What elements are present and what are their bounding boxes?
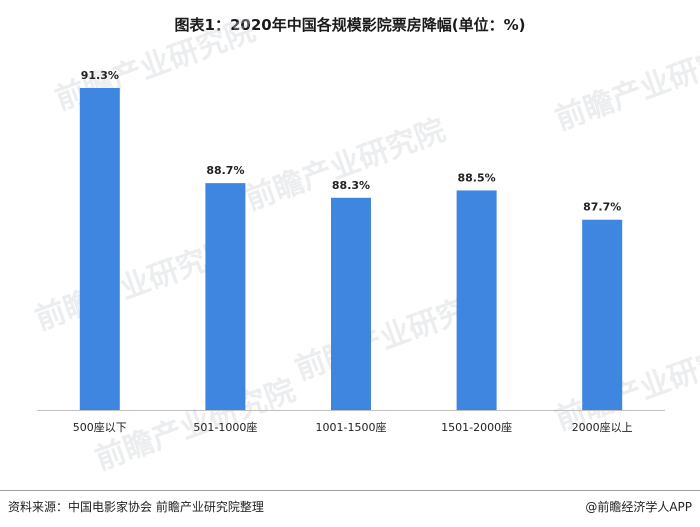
category-label-1: 500座以下: [73, 420, 127, 434]
label-group: 91.3% 500座以下 88.7% 501-1000座 88.3% 1001-1500座…: [73, 69, 633, 434]
data-label-5: 87.7%: [583, 201, 621, 214]
bar-4: [456, 190, 497, 410]
data-label-1: 91.3%: [81, 69, 119, 82]
brand-note: @前瞻经济学人APP: [585, 500, 692, 514]
category-label-5: 2000座以上: [572, 420, 633, 434]
source-note: 资料来源：中国电影家协会 前瞻产业研究院整理: [8, 500, 264, 514]
data-label-4: 88.5%: [458, 171, 496, 184]
data-label-2: 88.7%: [206, 164, 244, 177]
footer-divider: [0, 490, 700, 491]
category-label-4: 1501-2000座: [441, 420, 512, 434]
category-label-3: 1001-1500座: [316, 420, 387, 434]
chart-title: 图表1：2020年中国各规模影院票房降幅(单位：%): [174, 16, 526, 34]
bar-group: [79, 88, 623, 410]
category-label-2: 501-1000座: [193, 420, 257, 434]
watermark-text: 前瞻产业研究院: [551, 33, 700, 138]
bar-2: [205, 183, 246, 410]
data-label-3: 88.3%: [332, 179, 370, 192]
bar-3: [331, 197, 371, 410]
bar-1: [79, 88, 120, 410]
bar-5: [582, 219, 623, 410]
